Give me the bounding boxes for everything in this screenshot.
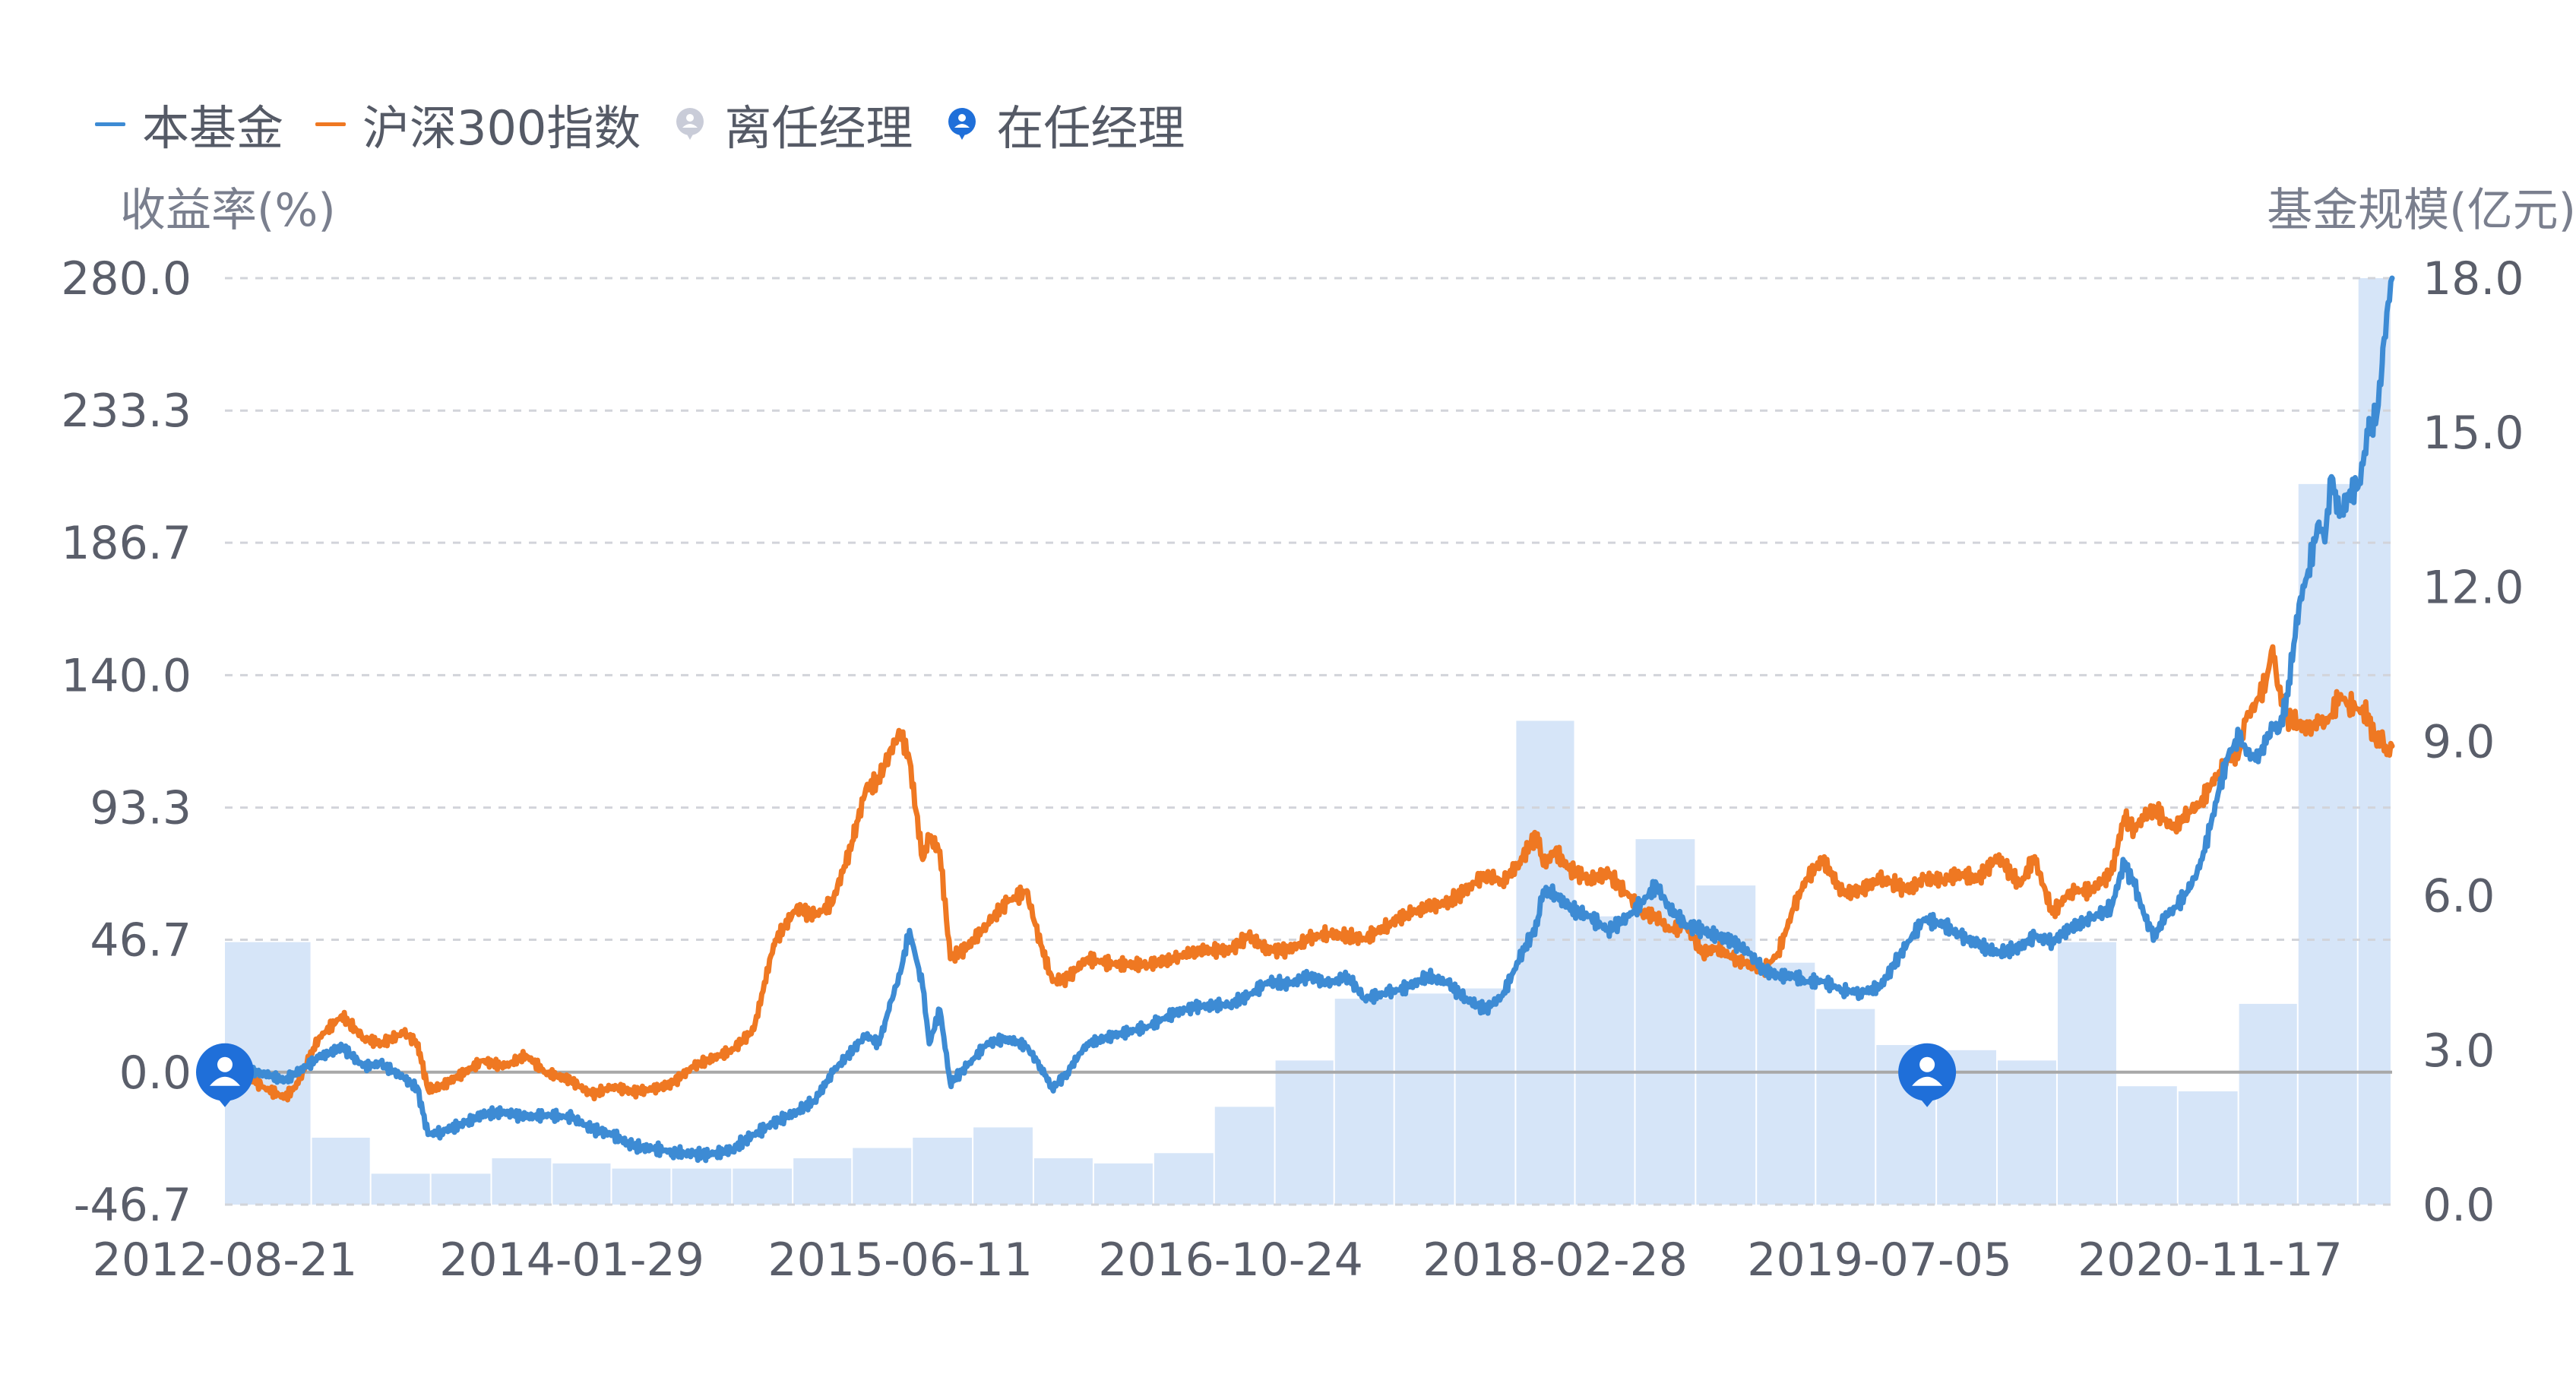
- former-manager-pin-icon: [676, 108, 704, 140]
- fund-size-bar-2: [371, 1173, 430, 1205]
- y-left-tick-label: 46.7: [90, 914, 191, 967]
- fund-size-bar-34: [2298, 483, 2357, 1205]
- fund-size-bar-22: [1575, 916, 1635, 1205]
- legend: 本基金 沪深300指数 离任经理 在任经理: [95, 90, 1217, 158]
- y-left-tick-label: 233.3: [61, 385, 191, 438]
- series-line-index: [222, 644, 2395, 1103]
- y-left-tick-label: 93.3: [90, 782, 191, 835]
- legend-label-index: 沪深300指数: [362, 100, 641, 156]
- fund-size-bar-15: [1154, 1153, 1214, 1205]
- series-line-fund: [222, 275, 2395, 1164]
- fund-size-bar-21: [1516, 720, 1574, 1205]
- fund-size-bar-20: [1455, 988, 1515, 1205]
- fund-size-bar-29: [1997, 1060, 2056, 1205]
- y-right-axis-title: 基金规模(亿元): [2267, 184, 2576, 237]
- legend-label-current-manager: 在任经理: [996, 100, 1185, 156]
- x-tick-labels: 2012-08-21 2014-01-29 2015-06-11 2016-10-24…: [93, 1233, 2343, 1287]
- y-right-tick-label: 0.0: [2423, 1179, 2495, 1232]
- fund-size-bars: [225, 278, 2391, 1205]
- current-manager-marker-icon[interactable]: [1898, 1043, 1957, 1107]
- y-left-axis-title: 收益率(%): [120, 184, 336, 237]
- fund-size-bar-26: [1816, 1009, 1875, 1205]
- y-left-tick-label: 280.0: [61, 252, 191, 306]
- current-manager-marker-icon[interactable]: [196, 1043, 254, 1107]
- y-left-tick-label: 186.7: [61, 517, 191, 570]
- fund-size-bar-25: [1757, 962, 1815, 1205]
- fund-size-bar-17: [1275, 1060, 1334, 1205]
- fund-size-bar-23: [1635, 839, 1695, 1205]
- x-tick-label: 2015-06-11: [767, 1233, 1033, 1287]
- fund-size-bar-33: [2239, 1003, 2297, 1205]
- y-right-tick-labels: 18.0 15.0 12.0 9.0 6.0 3.0 0.0: [2423, 252, 2524, 1232]
- y-right-tick-label: 3.0: [2423, 1024, 2495, 1078]
- fund-size-bar-16: [1214, 1107, 1274, 1205]
- fund-size-bar-4: [492, 1158, 552, 1205]
- current-manager-pin-icon: [948, 108, 976, 140]
- x-tick-label: 2020-11-17: [2078, 1233, 2343, 1287]
- legend-item-index[interactable]: 沪深300指数: [315, 90, 641, 158]
- fund-size-bar-32: [2178, 1091, 2238, 1205]
- fund-size-bar-8: [733, 1168, 793, 1205]
- fund-size-bar-3: [431, 1173, 491, 1205]
- legend-item-former-manager[interactable]: 离任经理: [672, 90, 913, 158]
- fund-size-bar-14: [1093, 1163, 1153, 1205]
- y-right-tick-label: 9.0: [2423, 716, 2495, 769]
- x-tick-label: 2018-02-28: [1422, 1233, 1688, 1287]
- fund-size-bar-31: [2117, 1086, 2177, 1205]
- y-right-tick-label: 15.0: [2423, 407, 2524, 460]
- fund-size-bar-6: [612, 1168, 671, 1205]
- legend-label-fund: 本基金: [142, 100, 284, 156]
- y-right-tick-label: 12.0: [2423, 561, 2524, 614]
- legend-item-current-manager[interactable]: 在任经理: [945, 90, 1185, 158]
- x-tick-label: 2016-10-24: [1098, 1233, 1363, 1287]
- x-tick-label: 2012-08-21: [93, 1233, 358, 1287]
- fund-size-bar-10: [853, 1148, 912, 1205]
- y-left-tick-label: 0.0: [119, 1047, 191, 1100]
- manager-markers: [196, 1043, 1957, 1107]
- fund-size-bar-5: [552, 1163, 611, 1205]
- y-left-tick-labels: 280.0 233.3 186.7 140.0 93.3 46.7 0.0 -46.7: [61, 252, 191, 1232]
- fund-size-bar-12: [973, 1127, 1033, 1205]
- fund-size-bar-11: [913, 1137, 973, 1205]
- y-left-tick-label: -46.7: [74, 1179, 191, 1232]
- legend-swatch-index: [315, 122, 347, 126]
- fund-size-bar-1: [312, 1137, 370, 1205]
- y-left-tick-label: 140.0: [61, 649, 191, 702]
- legend-swatch-fund: [95, 122, 125, 126]
- fund-size-bar-18: [1334, 999, 1394, 1205]
- legend-label-former-manager: 离任经理: [724, 100, 913, 156]
- fund-size-bar-9: [793, 1158, 852, 1205]
- y-right-tick-label: 6.0: [2423, 870, 2495, 923]
- y-right-tick-label: 18.0: [2423, 252, 2524, 306]
- legend-item-fund[interactable]: 本基金: [95, 90, 283, 158]
- fund-size-bar-19: [1394, 993, 1454, 1205]
- fund-size-bar-13: [1033, 1158, 1093, 1205]
- series-lines: [222, 275, 2395, 1164]
- x-tick-label: 2019-07-05: [1747, 1233, 2012, 1287]
- fund-size-bar-7: [672, 1168, 732, 1205]
- x-tick-label: 2014-01-29: [439, 1233, 704, 1287]
